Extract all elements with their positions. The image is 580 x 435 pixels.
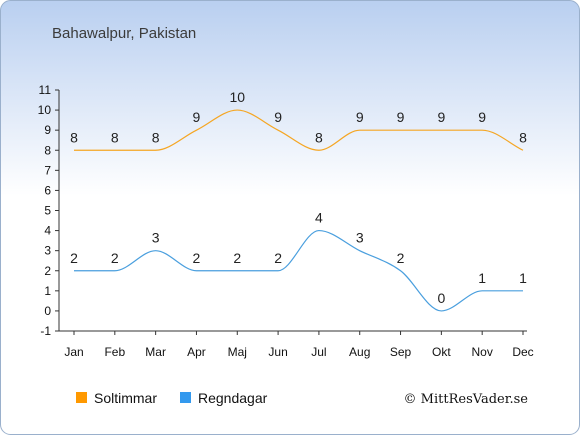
- y-tick-label: -1: [40, 324, 51, 338]
- data-label-soltimmar: 9: [193, 109, 201, 125]
- legend-label-regndagar: Regndagar: [198, 390, 268, 406]
- x-tick-label: Okt: [432, 345, 451, 359]
- legend-swatch-soltimmar: [76, 392, 87, 403]
- credit-text: © MittResVader.se: [404, 392, 529, 407]
- x-tick-label: Feb: [104, 345, 125, 359]
- y-tick-label: 3: [44, 244, 51, 258]
- y-tick-label: 4: [44, 224, 51, 238]
- chart-title: Bahawalpur, Pakistan: [52, 25, 196, 42]
- data-label-regndagar: 1: [478, 270, 486, 286]
- data-label-regndagar: 2: [397, 250, 405, 266]
- data-label-regndagar: 2: [193, 250, 201, 266]
- series-line-soltimmar: [74, 109, 524, 151]
- y-tick-label: 11: [39, 83, 52, 97]
- y-tick-label: 8: [44, 143, 51, 157]
- data-label-regndagar: 3: [152, 230, 160, 246]
- data-label-regndagar: 1: [519, 270, 527, 286]
- data-label-soltimmar: 9: [356, 109, 364, 125]
- data-label-soltimmar: 9: [478, 109, 486, 125]
- x-tick-label: Jan: [64, 345, 83, 359]
- x-tick-label: Jun: [268, 345, 287, 359]
- data-label-soltimmar: 9: [437, 109, 445, 125]
- y-axis: -1 0 1 2 3 4 5 6 7 8 9 10 11: [38, 83, 60, 338]
- y-tick-label: 0: [44, 304, 51, 318]
- x-tick-label: Apr: [187, 345, 206, 359]
- data-label-regndagar: 2: [111, 250, 119, 266]
- x-tick-label: Sep: [390, 345, 412, 359]
- legend-swatch-regndagar: [180, 392, 191, 403]
- y-tick-label: 2: [44, 264, 51, 278]
- y-tick-label: 6: [44, 183, 51, 197]
- data-label-soltimmar: 8: [70, 129, 78, 145]
- x-tick-label: Jul: [311, 345, 326, 359]
- legend: Soltimmar Regndagar: [76, 390, 268, 406]
- data-label-soltimmar: 8: [111, 129, 119, 145]
- x-tick-label: Aug: [349, 345, 370, 359]
- data-label-regndagar: 0: [437, 290, 445, 306]
- x-tick-label: Nov: [472, 345, 493, 359]
- data-label-regndagar: 2: [274, 250, 282, 266]
- y-tick-label: 7: [44, 163, 51, 177]
- series-layer: [73, 109, 524, 312]
- x-tick-label: Maj: [228, 345, 247, 359]
- y-tick-label: 1: [44, 284, 51, 298]
- y-tick-label: 10: [38, 103, 52, 117]
- data-label-regndagar: 2: [233, 250, 241, 266]
- data-label-soltimmar: 8: [519, 129, 527, 145]
- data-labels: 8 8 8 9 10 9 8 9 9 9 9 8 2 2 3 2 2 2 4 3 2 0 1 1: [70, 89, 527, 306]
- x-tick-label: Mar: [145, 345, 166, 359]
- x-tick-label: Dec: [512, 345, 533, 359]
- series-line-regndagar: [73, 229, 523, 312]
- data-label-soltimmar: 8: [152, 129, 160, 145]
- data-label-soltimmar: 9: [397, 109, 405, 125]
- y-tick-label: 9: [44, 123, 51, 137]
- data-label-soltimmar: 9: [274, 109, 282, 125]
- data-label-regndagar: 2: [70, 250, 78, 266]
- data-label-soltimmar: 8: [315, 129, 323, 145]
- data-label-regndagar: 3: [356, 230, 364, 246]
- data-label-soltimmar: 10: [229, 89, 245, 105]
- data-label-regndagar: 4: [315, 210, 323, 226]
- y-tick-label: 5: [44, 204, 51, 218]
- legend-label-soltimmar: Soltimmar: [94, 390, 157, 406]
- x-axis: Jan Feb Mar Apr Maj Jun Jul Aug Sep Okt Nov Dec: [59, 330, 534, 359]
